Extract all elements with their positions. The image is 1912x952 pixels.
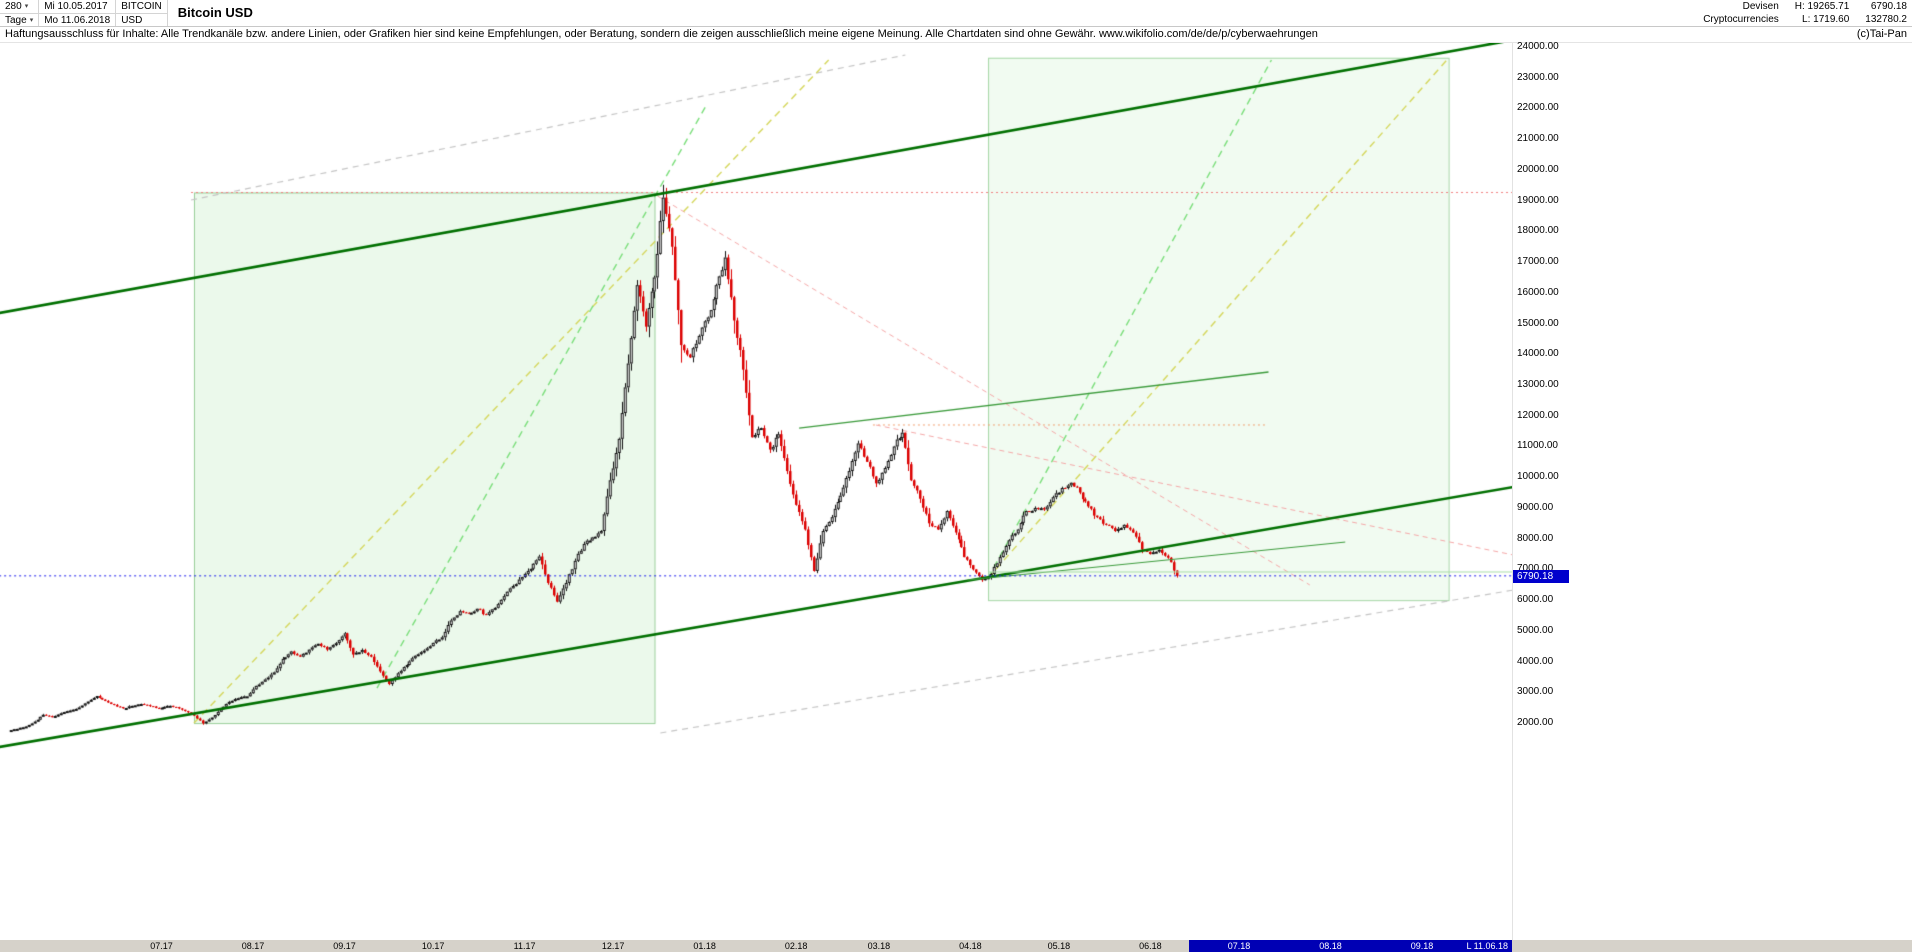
price-chart-canvas[interactable]: [0, 43, 1512, 940]
symbol-label: BITCOIN: [121, 1, 162, 12]
currency-label: USD: [116, 13, 167, 27]
disclaimer-bar: Haftungsausschluss für Inhalte: Alle Tre…: [0, 27, 1912, 43]
time-axis-label: 06.18: [1139, 941, 1162, 951]
price-axis-label: 11000.00: [1517, 440, 1558, 452]
category-line2: Cryptocurrencies: [1703, 14, 1779, 25]
price-axis-label: 20000.00: [1517, 163, 1559, 175]
date-column: Mi 10.05.2017 Mo 11.06.2018: [39, 0, 117, 27]
time-axis-label: 03.18: [867, 941, 891, 951]
time-axis-label: 12.17: [601, 941, 625, 951]
time-axis-label: 05.18: [1047, 941, 1071, 951]
price-axis-label: 17000.00: [1517, 256, 1559, 268]
price-axis-label: 14000.00: [1517, 348, 1559, 360]
time-axis-label: 10.17: [421, 941, 445, 951]
date-to-field[interactable]: Mo 11.06.2018: [39, 13, 116, 27]
chart-area: 24000.00 23000.00 22000.00 21000.00 20000.00…: [0, 41, 1912, 940]
price-axis-label: 22000.00: [1517, 102, 1559, 114]
price-volume-column: 6790.18 132780.2: [1865, 0, 1907, 26]
disclaimer-text: Haftungsausschluss für Inhalte: Alle Tre…: [5, 28, 1318, 40]
time-axis-label: 08.17: [241, 941, 265, 951]
copyright-label: (c)Tai-Pan: [1856, 28, 1907, 40]
current-price-tag: 6790.18: [1513, 569, 1569, 583]
category-column: Devisen Cryptocurrencies: [1703, 0, 1779, 26]
price-axis-label: 3000.00: [1517, 686, 1554, 698]
price-axis-label: 23000.00: [1517, 71, 1559, 83]
future-range-highlight: [1189, 940, 1512, 952]
time-axis[interactable]: L 11.06.18 07.17 08.17 09.17 10.17 11.17 12.1…: [0, 940, 1912, 952]
price-axis-label: 13000.00: [1517, 379, 1559, 391]
period-high-value: H: 19265.71: [1794, 1, 1850, 12]
date-from-field[interactable]: Mi 10.05.2017: [44, 1, 108, 12]
symbol-column: BITCOIN USD: [116, 0, 168, 26]
time-axis-label: 09.17: [333, 941, 356, 951]
price-axis-label: 16000.00: [1517, 286, 1559, 298]
header-right: Devisen Cryptocurrencies H: 19265.71 L: …: [1703, 0, 1912, 26]
price-axis-label: 8000.00: [1517, 532, 1554, 544]
price-axis-label: 24000.00: [1517, 41, 1559, 52]
header-bar: 280 ▾ Tage ▾ Mi 10.05.2017 Mo 11.06.2018 B…: [0, 0, 1912, 27]
price-axis-label: 12000.00: [1517, 409, 1559, 421]
price-axis-label: 18000.00: [1517, 225, 1559, 237]
price-axis-label: 19000.00: [1517, 194, 1559, 206]
time-axis-label: 01.18: [693, 941, 716, 951]
chart-title: Bitcoin USD: [177, 5, 253, 20]
category-line1: Devisen: [1742, 1, 1779, 12]
time-axis-label: 11.17: [513, 941, 536, 951]
last-price-value: 6790.18: [1870, 1, 1907, 12]
time-axis-label: 07.17: [150, 941, 173, 951]
chevron-down-icon: ▾: [24, 3, 29, 10]
time-axis-label: 04.18: [959, 941, 982, 951]
chevron-down-icon: ▾: [29, 17, 34, 24]
price-axis-label: 7000.00: [1517, 563, 1553, 575]
last-date-label: L 11.06.18: [1466, 941, 1508, 951]
period-column: 280 ▾ Tage ▾: [0, 0, 40, 27]
period-low-value: L: 1719.60: [1802, 14, 1850, 25]
price-axis-label: 4000.00: [1517, 655, 1554, 667]
time-axis-label: 02.18: [784, 941, 808, 951]
price-axis-label: 21000.00: [1517, 133, 1559, 145]
price-axis-label: 15000.00: [1517, 317, 1559, 329]
price-axis-label: 10000.00: [1517, 471, 1559, 483]
bars-count-dropdown[interactable]: 280 ▾: [0, 0, 38, 13]
bars-count-value: 280: [5, 1, 22, 12]
price-axis-label: 2000.00: [1517, 717, 1554, 729]
period-value: Tage: [5, 15, 27, 26]
price-axis-label: 9000.00: [1517, 501, 1554, 513]
period-dropdown[interactable]: Tage ▾: [0, 13, 39, 27]
price-axis-label: 6000.00: [1517, 594, 1554, 606]
header-left: 280 ▾ Tage ▾ Mi 10.05.2017 Mo 11.06.2018 B…: [0, 0, 263, 26]
time-axis-label: 08.18: [1319, 941, 1342, 951]
volume-value: 132780.2: [1865, 14, 1907, 25]
time-axis-label: 07.18: [1227, 941, 1251, 951]
time-axis-label: 09.18: [1410, 941, 1434, 951]
price-axis-label: 5000.00: [1517, 624, 1554, 636]
price-axis-separator: [1512, 43, 1513, 940]
high-low-column: H: 19265.71 L: 1719.60: [1795, 0, 1850, 26]
